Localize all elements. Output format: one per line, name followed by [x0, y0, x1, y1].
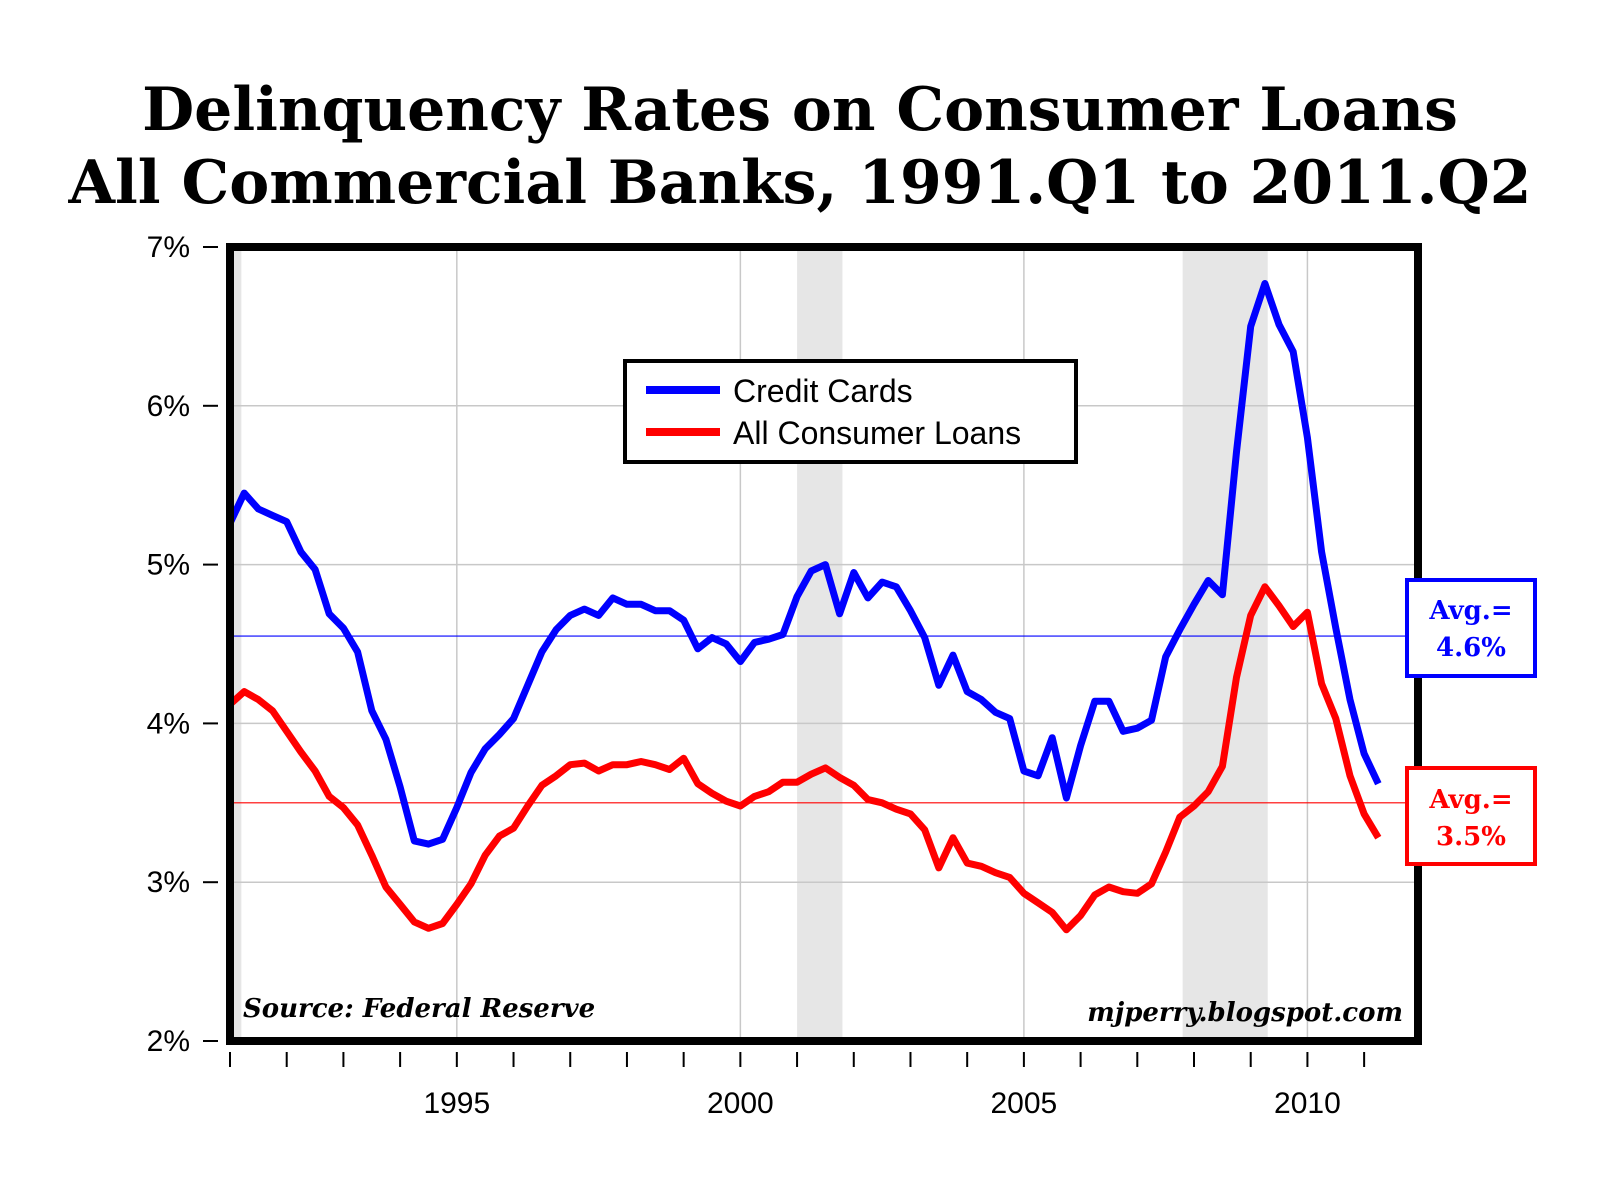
all-consumer-loans-average-label: Avg.= [1428, 785, 1512, 815]
y-tick-label-1: 3% [147, 866, 190, 899]
x-tick-label-0: 1995 [423, 1087, 490, 1120]
x-tick-label-3: 2010 [1274, 1087, 1341, 1120]
all-consumer-loans-average-box [1405, 766, 1537, 866]
average-lines [230, 635, 1418, 804]
y-tick-label-2: 4% [147, 707, 190, 740]
legend-box [623, 359, 1078, 464]
credit-cards-average-label: Avg.= [1428, 596, 1512, 626]
credit-cards-average-value: 4.6% [1436, 633, 1506, 663]
x-tick-label-1: 2000 [707, 1087, 774, 1120]
chart-title: Delinquency Rates on Consumer Loans [142, 75, 1458, 145]
all-consumer-loans-average-value: 3.5% [1436, 822, 1506, 852]
y-tick-label-0: 2% [147, 1025, 190, 1058]
site-note: mjperry.blogspot.com [1087, 998, 1403, 1028]
y-tick-label-3: 5% [147, 549, 190, 582]
average-labels: Avg.= 4.6% Avg.= 3.5% [1405, 578, 1537, 866]
source-note: Source: Federal Reserve [243, 994, 595, 1024]
y-tick-label-4: 6% [147, 390, 190, 423]
x-tick-label-2: 2005 [991, 1087, 1058, 1120]
credit-cards-average-box [1405, 578, 1537, 678]
legend-label-all-consumer-loans: All Consumer Loans [733, 415, 1021, 451]
legend: Credit Cards All Consumer Loans [623, 359, 1078, 464]
series-lines [226, 280, 1382, 934]
series-line-0 [226, 280, 1382, 848]
series-line-1 [227, 583, 1382, 934]
y-tick-label-5: 7% [147, 231, 190, 264]
axes: 2% 3% 4% 5% 6% 7% 1995 2000 2005 2010 [147, 231, 1366, 1120]
legend-label-credit-cards: Credit Cards [733, 373, 913, 409]
chart-subtitle: All Commercial Banks, 1991.Q1 to 2011.Q2 [67, 148, 1531, 218]
recession-band-2 [1182, 247, 1268, 1041]
recession-band-0 [230, 247, 242, 1041]
